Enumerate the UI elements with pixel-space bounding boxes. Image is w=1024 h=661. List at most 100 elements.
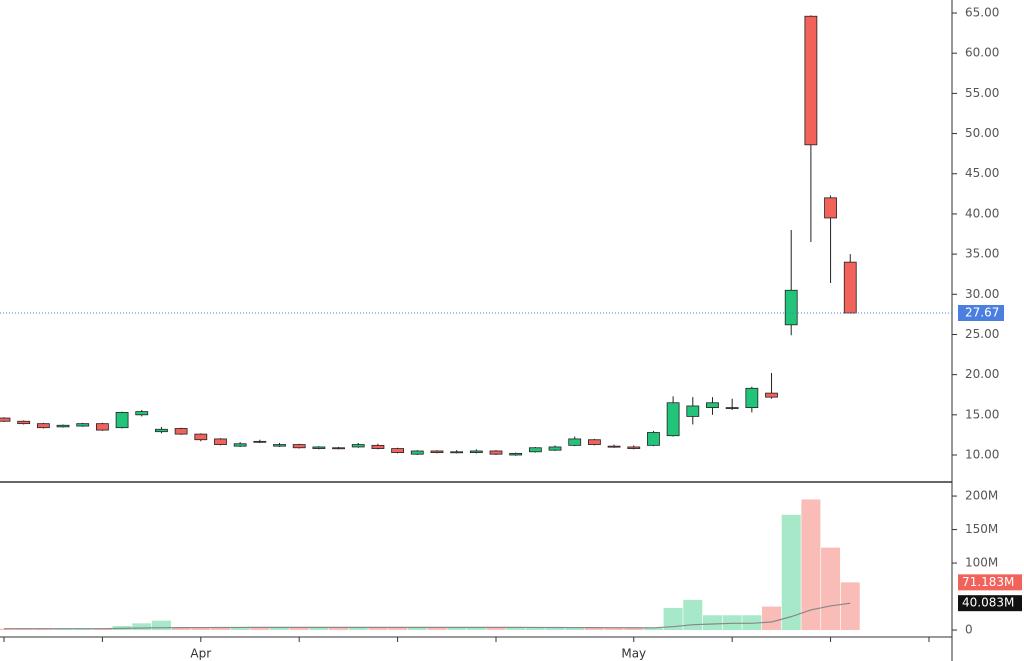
volume-bar: [0, 628, 14, 631]
candle-body: [469, 450, 483, 453]
volume-bar: [525, 628, 545, 631]
volume-bar: [604, 628, 624, 631]
candle-body: [214, 438, 227, 445]
candle-body: [371, 444, 385, 449]
candle-body: [292, 444, 306, 449]
volume-bar: [427, 627, 447, 631]
volume-bar: [368, 627, 388, 631]
candle-body: [115, 412, 129, 429]
volume-bar: [348, 627, 368, 631]
candle-body: [568, 438, 582, 446]
candle-body: [686, 405, 700, 417]
volume-bar: [683, 599, 703, 631]
x-tick-label: May: [621, 647, 646, 661]
candle-body: [0, 417, 11, 422]
volume-bar: [466, 627, 486, 631]
candle-body: [627, 446, 641, 449]
volume-bar: [702, 615, 722, 631]
volume-bar: [53, 628, 73, 631]
candle-body: [56, 424, 70, 428]
volume-bar: [762, 606, 782, 631]
y-tick-label: 65.00: [965, 6, 999, 20]
candle-body: [706, 402, 719, 408]
candle-body: [824, 197, 837, 219]
volume-bar: [329, 627, 349, 631]
candle-body: [489, 450, 503, 455]
volume-bar: [447, 627, 467, 631]
y-tick-label: 200M: [965, 489, 998, 503]
candle-body: [666, 402, 680, 437]
candle-body: [784, 289, 798, 326]
volume-bar: [624, 628, 644, 631]
y-tick-label: 50.00: [965, 126, 999, 140]
volume-bar: [486, 627, 506, 631]
volume-bar: [210, 627, 230, 631]
candle-body: [17, 420, 31, 425]
volume-bar: [289, 627, 309, 631]
y-tick-label: 35.00: [965, 247, 999, 261]
candle-body: [765, 392, 778, 398]
y-tick-label: 30.00: [965, 287, 999, 301]
volume-ma: [4, 602, 851, 630]
volume-bar: [309, 627, 329, 631]
candle-body: [725, 407, 739, 409]
volume-bar: [545, 628, 565, 631]
candle-body: [804, 15, 818, 146]
y-tick-label: 100M: [965, 556, 998, 570]
volume-bar: [821, 547, 841, 631]
y-tick-label: 40.00: [965, 206, 999, 220]
volume-bar: [191, 627, 211, 631]
candle-body: [745, 387, 759, 408]
volume-bar: [742, 615, 762, 631]
last-volume-label: 71.183M: [962, 575, 1014, 589]
volume-bar: [14, 628, 34, 631]
candle-body: [588, 439, 601, 445]
volume-bar: [73, 628, 93, 631]
candle-body: [647, 432, 660, 446]
candle-body: [76, 423, 90, 427]
candle-body: [332, 447, 345, 450]
y-tick-label: 15.00: [965, 407, 999, 421]
candle-body: [174, 428, 188, 435]
last-volume-label: 40.083M: [962, 596, 1014, 610]
volume-bar: [388, 627, 408, 631]
y-tick-label: 55.00: [965, 86, 999, 100]
volume-bar: [663, 607, 683, 631]
volume-bar: [781, 514, 801, 631]
candle-body: [135, 411, 149, 416]
x-tick-label: Apr: [190, 647, 211, 661]
candle-body: [843, 261, 857, 314]
candle-body: [233, 443, 247, 447]
candle-body: [273, 444, 286, 447]
candle-body: [509, 452, 523, 456]
candle-body: [391, 448, 405, 453]
y-tick-label: 60.00: [965, 46, 999, 60]
candle-body: [312, 446, 326, 449]
candle-body: [253, 440, 267, 443]
volume-bar: [33, 628, 53, 631]
candle-body: [430, 450, 444, 453]
candle-body: [410, 450, 424, 455]
y-tick-label: 0: [965, 623, 973, 637]
volume-bar: [840, 582, 860, 631]
volume-bar: [407, 627, 427, 631]
volume-bar: [92, 628, 112, 631]
volume-bar: [643, 628, 663, 631]
candle-body: [194, 433, 208, 441]
y-tick-label: 45.00: [965, 166, 999, 180]
volume-bar: [722, 615, 742, 631]
volume-bar: [250, 627, 270, 631]
candle-body: [96, 423, 109, 431]
volume-bar: [506, 628, 526, 631]
volume-bar: [565, 628, 585, 631]
candle-body: [548, 446, 562, 451]
candle-body: [155, 428, 168, 433]
candle-body: [36, 423, 50, 429]
candle-body: [607, 445, 621, 448]
volume-bar: [584, 628, 604, 631]
y-tick-label: 150M: [965, 522, 998, 536]
volume-bar: [171, 627, 191, 631]
volume-bar: [132, 623, 152, 631]
candle-body: [450, 451, 464, 454]
